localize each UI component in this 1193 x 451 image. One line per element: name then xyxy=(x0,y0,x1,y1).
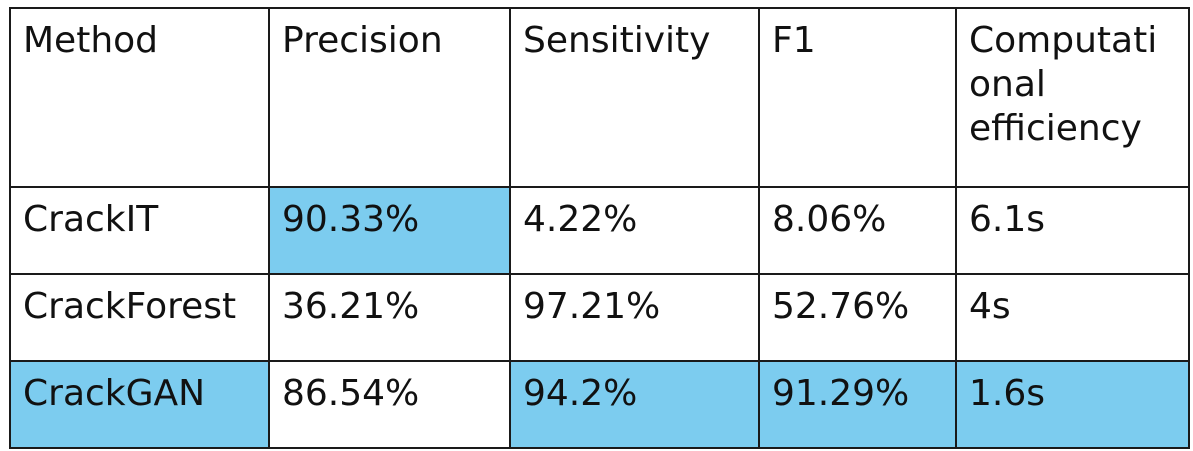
header-f1: F1 xyxy=(758,7,957,188)
cell-sensitivity: 4.22% xyxy=(509,186,760,275)
table-row: CrackForest 36.21% 97.21% 52.76% 4s xyxy=(9,273,1190,362)
header-method: Method xyxy=(9,7,270,188)
cell-efficiency: 4s xyxy=(955,273,1190,362)
cell-method: CrackGAN xyxy=(9,360,270,449)
cell-f1: 8.06% xyxy=(758,186,957,275)
header-efficiency-line-2: onal xyxy=(969,64,1046,105)
results-table: Method Precision Sensitivity F1 Computat… xyxy=(9,7,1190,449)
table-row: CrackIT 90.33% 4.22% 8.06% 6.1s xyxy=(9,186,1190,275)
header-computational-efficiency: Computati onal efficiency xyxy=(955,7,1190,188)
cell-efficiency: 1.6s xyxy=(955,360,1190,449)
header-sensitivity: Sensitivity xyxy=(509,7,760,188)
cell-method: CrackIT xyxy=(9,186,270,275)
table-row: CrackGAN 86.54% 94.2% 91.29% 1.6s xyxy=(9,360,1190,449)
cell-efficiency: 6.1s xyxy=(955,186,1190,275)
cell-precision: 36.21% xyxy=(268,273,511,362)
header-row: Method Precision Sensitivity F1 Computat… xyxy=(9,7,1190,188)
cell-sensitivity: 94.2% xyxy=(509,360,760,449)
cell-f1: 91.29% xyxy=(758,360,957,449)
header-precision: Precision xyxy=(268,7,511,188)
cell-precision: 86.54% xyxy=(268,360,511,449)
cell-precision: 90.33% xyxy=(268,186,511,275)
cell-sensitivity: 97.21% xyxy=(509,273,760,362)
header-efficiency-line-3: efficiency xyxy=(969,108,1142,149)
cell-method: CrackForest xyxy=(9,273,270,362)
cell-f1: 52.76% xyxy=(758,273,957,362)
header-efficiency-line-1: Computati xyxy=(969,20,1158,61)
